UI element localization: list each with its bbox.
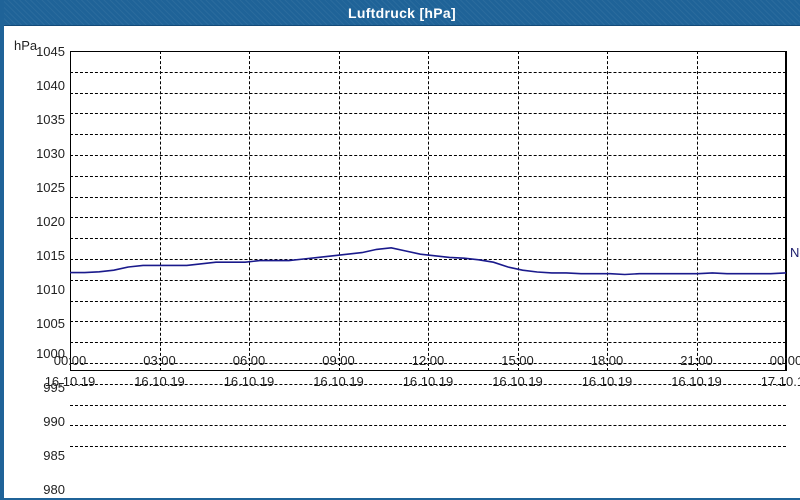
- x-tick-time-6: 18:00: [572, 353, 642, 368]
- y-tick-1025: 1025: [10, 180, 65, 195]
- y-tick-1030: 1030: [10, 146, 65, 161]
- x-tick-time-1: 03:00: [125, 353, 195, 368]
- x-tick-date-0: 16.10.19: [35, 374, 105, 389]
- y-tick-1045: 1045: [10, 44, 65, 59]
- x-tick-time-2: 06:00: [214, 353, 284, 368]
- y-tick-1035: 1035: [10, 112, 65, 127]
- x-tick-time-5: 15:00: [483, 353, 553, 368]
- x-tick-date-1: 16.10.19: [125, 374, 195, 389]
- chart-plot-area[interactable]: hPa 1045 1040 1035 1030 1025 1020 1015 1…: [8, 26, 800, 496]
- y-tick-1040: 1040: [10, 78, 65, 93]
- x-tick-date-3: 16.10.19: [304, 374, 374, 389]
- pressure-chart-widget: Luftdruck [hPa] hPa 1045 1040 1035 1030 …: [0, 0, 800, 500]
- pressure-data-line[interactable]: [70, 51, 786, 371]
- y-tick-980: 980: [10, 482, 65, 497]
- x-tick-time-7: 21:00: [662, 353, 732, 368]
- x-tick-time-4: 12:00: [393, 353, 463, 368]
- normal-reference-border: [786, 51, 787, 371]
- y-tick-1020: 1020: [10, 214, 65, 229]
- gridline-h-960: [70, 405, 786, 406]
- y-tick-990: 990: [10, 414, 65, 429]
- y-tick-1010: 1010: [10, 282, 65, 297]
- x-tick-date-8: 17.10.19: [751, 374, 800, 389]
- x-tick-date-2: 16.10.19: [214, 374, 284, 389]
- gridline-h-950: [70, 446, 786, 447]
- x-tick-date-7: 16.10.19: [662, 374, 732, 389]
- x-tick-time-0: 00:00: [35, 353, 105, 368]
- x-tick-time-8: 00:00: [751, 353, 800, 368]
- x-tick-date-5: 16.10.19: [483, 374, 553, 389]
- y-tick-1015: 1015: [10, 248, 65, 263]
- x-tick-time-3: 09:00: [304, 353, 374, 368]
- y-tick-1005: 1005: [10, 316, 65, 331]
- normal-reference-label: Normal: [790, 245, 800, 260]
- x-tick-date-4: 16.10.19: [393, 374, 463, 389]
- chart-title: Luftdruck [hPa]: [348, 5, 456, 21]
- plot-wrap: hPa 1045 1040 1035 1030 1025 1020 1015 1…: [8, 26, 800, 500]
- gridline-h-955: [70, 425, 786, 426]
- chart-titlebar: Luftdruck [hPa]: [4, 0, 800, 26]
- y-tick-985: 985: [10, 448, 65, 463]
- x-tick-date-6: 16.10.19: [572, 374, 642, 389]
